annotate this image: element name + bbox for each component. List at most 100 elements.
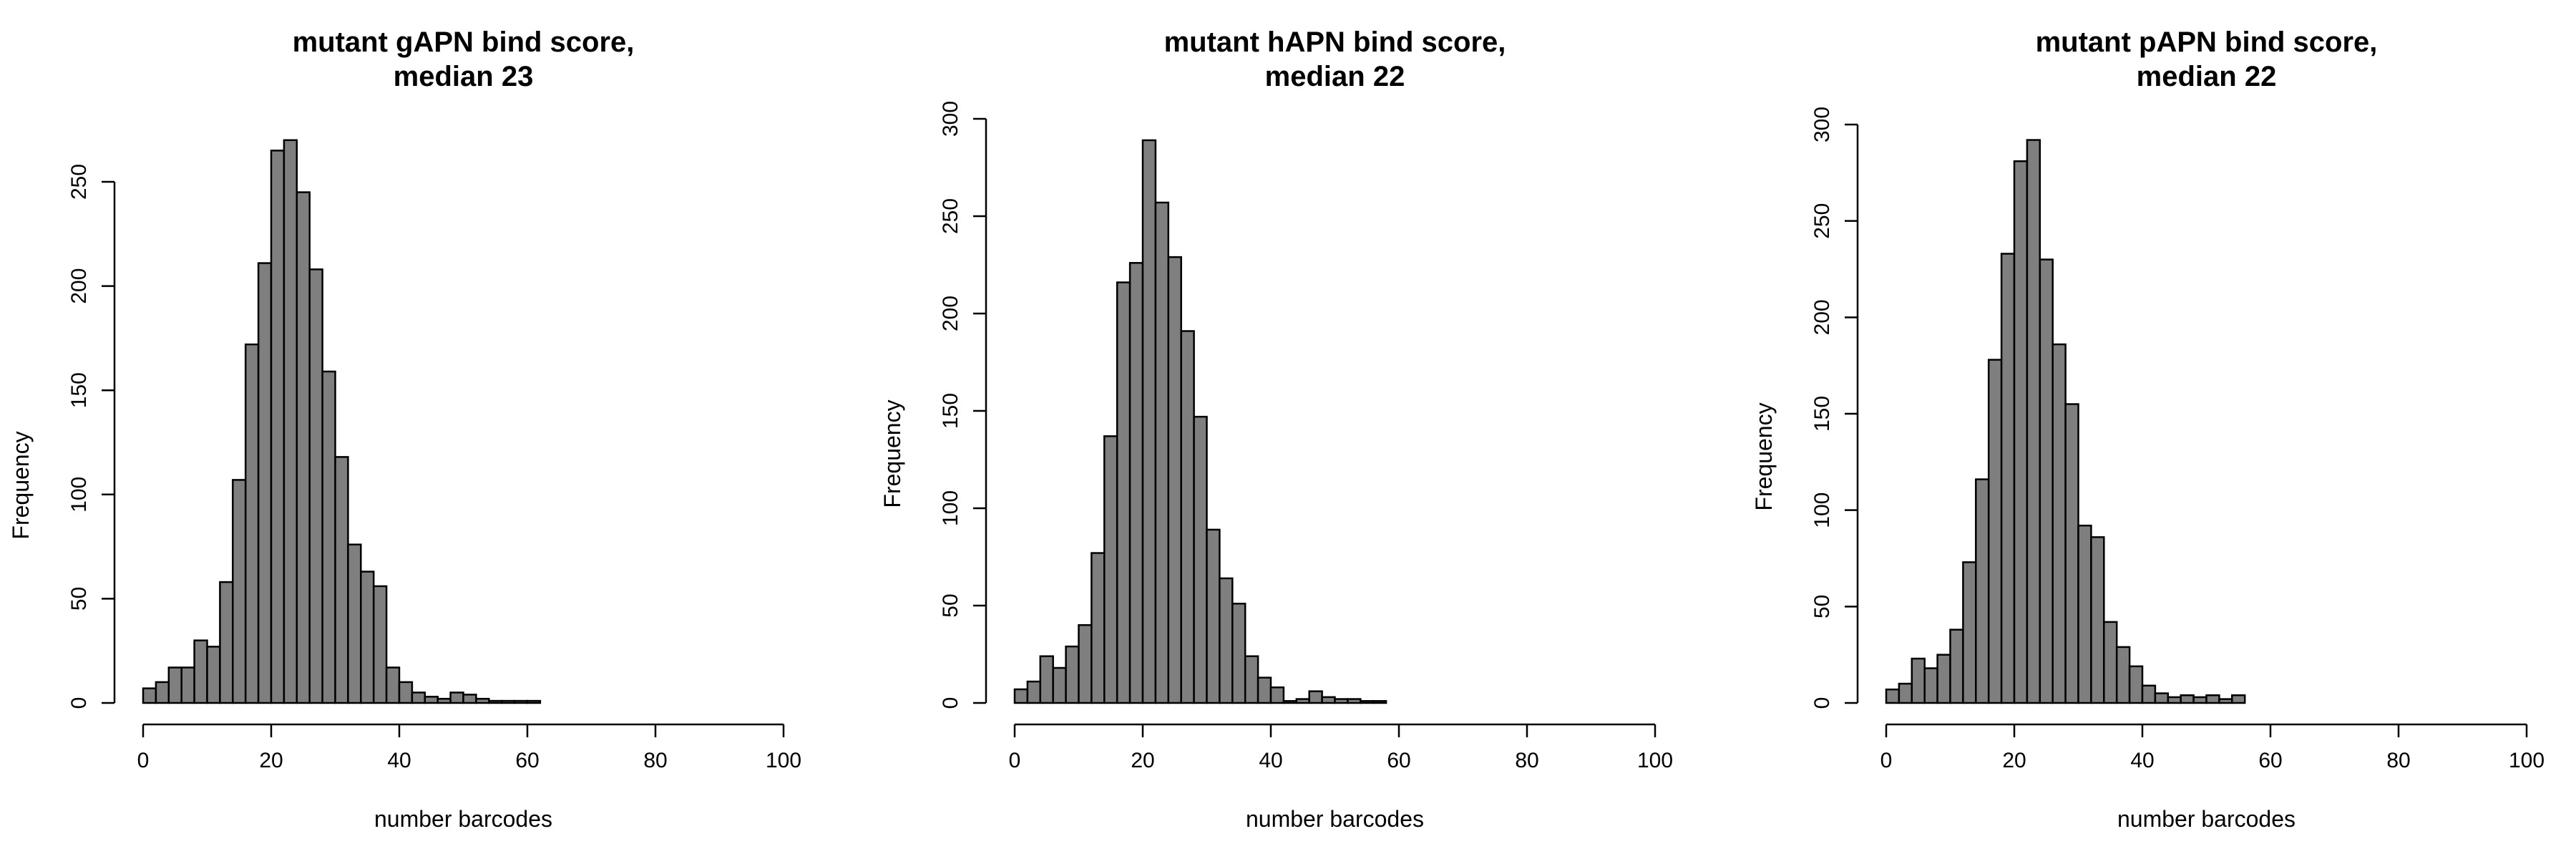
histogram-bar	[2064, 403, 2079, 704]
histogram-bar	[1936, 654, 1951, 704]
histogram-bar	[321, 370, 336, 704]
histogram-bar	[513, 699, 529, 704]
histogram-bar	[2039, 258, 2054, 704]
histogram-bar	[462, 694, 477, 704]
histogram-bar	[2026, 139, 2041, 704]
histogram-bar	[1898, 682, 1913, 704]
histogram-bar	[1962, 561, 1977, 704]
x-tick-label: 20	[1131, 749, 1154, 772]
histogram-bar	[308, 268, 323, 704]
y-tick-label: 50	[939, 593, 962, 617]
histogram-bar	[411, 691, 426, 704]
histogram-bar	[1231, 603, 1246, 704]
histogram-bar	[1321, 696, 1336, 704]
y-tick-label: 150	[939, 393, 962, 429]
histogram-bar	[1295, 698, 1310, 704]
chart-title-line1: mutant pAPN bind score,	[2036, 26, 2378, 58]
histogram-bar	[2115, 646, 2131, 704]
histogram-panel-2: mutant hAPN bind score,median 22 0 20 40 60 8…	[879, 26, 1673, 832]
chart-title-line2: median 22	[2137, 61, 2277, 92]
histogram-bar	[1347, 698, 1362, 704]
histogram-bar	[1257, 676, 1272, 704]
y-tick-label: 250	[67, 164, 91, 200]
histogram-bar	[2180, 694, 2195, 704]
y-tick-label: 0	[939, 697, 962, 709]
chart-title-line1: mutant gAPN bind score,	[293, 26, 635, 58]
histogram-bar	[219, 581, 234, 704]
histogram-bar	[1372, 700, 1387, 704]
chart-title-line1: mutant hAPN bind score,	[1164, 26, 1506, 58]
x-tick-label: 60	[2258, 749, 2282, 772]
histogram-bar	[1219, 577, 1234, 704]
y-tick-label: 0	[67, 697, 91, 709]
histogram-bar	[347, 543, 362, 704]
histogram-bar	[2154, 692, 2170, 704]
histogram-bar	[2192, 696, 2207, 704]
y-tick-label: 100	[1810, 492, 1834, 528]
y-axis-label: Frequency	[1751, 402, 1777, 510]
histogram-bar	[155, 681, 170, 704]
histogram-bar	[2128, 665, 2144, 704]
histogram-bar	[2103, 621, 2118, 704]
histogram-bar	[1282, 700, 1298, 704]
histogram-bar	[1141, 139, 1157, 704]
y-axis-label: Frequency	[879, 399, 905, 508]
x-tick-label: 40	[2130, 749, 2154, 772]
histogram-bar	[1013, 688, 1029, 704]
x-tick-label: 100	[2509, 749, 2545, 772]
histogram-bar	[1206, 528, 1221, 704]
histogram-bar	[1103, 435, 1118, 704]
x-tick-label: 80	[1515, 749, 1538, 772]
y-tick-label: 200	[1810, 299, 1834, 335]
histogram-bar	[257, 262, 273, 704]
histogram-bar	[2141, 684, 2157, 704]
histogram-bar	[2051, 343, 2067, 704]
histogram-bar	[372, 585, 388, 704]
histogram-bar	[2000, 253, 2016, 704]
x-axis-label: number barcodes	[2117, 806, 2296, 832]
histogram-bar	[296, 191, 311, 704]
histogram-bar	[2218, 698, 2233, 704]
y-tick-label: 100	[67, 477, 91, 513]
histogram-bar	[2205, 694, 2220, 704]
y-tick-label: 150	[1810, 396, 1834, 432]
histogram-bar	[1116, 281, 1131, 704]
histogram-bar	[2167, 696, 2182, 704]
histogram-bar	[475, 697, 490, 704]
y-tick-label: 150	[67, 372, 91, 408]
y-tick-label: 100	[939, 490, 962, 526]
x-tick-label: 40	[387, 749, 411, 772]
histogram-bar	[2231, 694, 2246, 704]
y-axis-label: Frequency	[8, 431, 34, 539]
histogram-bar	[488, 699, 503, 704]
histogram-bar	[1949, 629, 1964, 704]
histogram-panel-3: mutant pAPN bind score,median 22 0 20 40 60 8…	[1751, 26, 2545, 832]
y-tick-label: 200	[67, 268, 91, 304]
histogram-bar	[270, 150, 286, 704]
histogram-bar	[1026, 680, 1042, 704]
histogram-bar	[2013, 160, 2029, 704]
x-tick-label: 100	[1637, 749, 1673, 772]
histogram-bar	[449, 691, 464, 704]
histogram-bar	[1975, 478, 1990, 704]
x-tick-label: 80	[2386, 749, 2410, 772]
histogram-bar	[436, 697, 452, 704]
x-tick-label: 20	[259, 749, 283, 772]
histogram-bar	[2090, 536, 2105, 704]
y-tick-label: 300	[1810, 107, 1834, 142]
histogram-bar	[424, 696, 439, 704]
x-tick-label: 0	[1880, 749, 1893, 772]
x-axis-label: number barcodes	[1246, 806, 1424, 832]
histogram-bar	[1923, 667, 1938, 704]
y-tick-label: 50	[1810, 595, 1834, 618]
histogram-panel-1: mutant gAPN bind score,median 23 0 20 40 60 8…	[8, 26, 801, 832]
y-tick-label: 300	[939, 101, 962, 137]
x-axis-label: number barcodes	[374, 806, 552, 832]
histogram-bar	[1885, 688, 1901, 704]
histogram-bar	[206, 646, 221, 704]
histogram-bar	[1039, 655, 1054, 704]
histogram-bar	[167, 666, 182, 704]
x-tick-label: 40	[1259, 749, 1282, 772]
histogram-bar	[232, 479, 247, 704]
histogram-bar	[142, 687, 157, 704]
